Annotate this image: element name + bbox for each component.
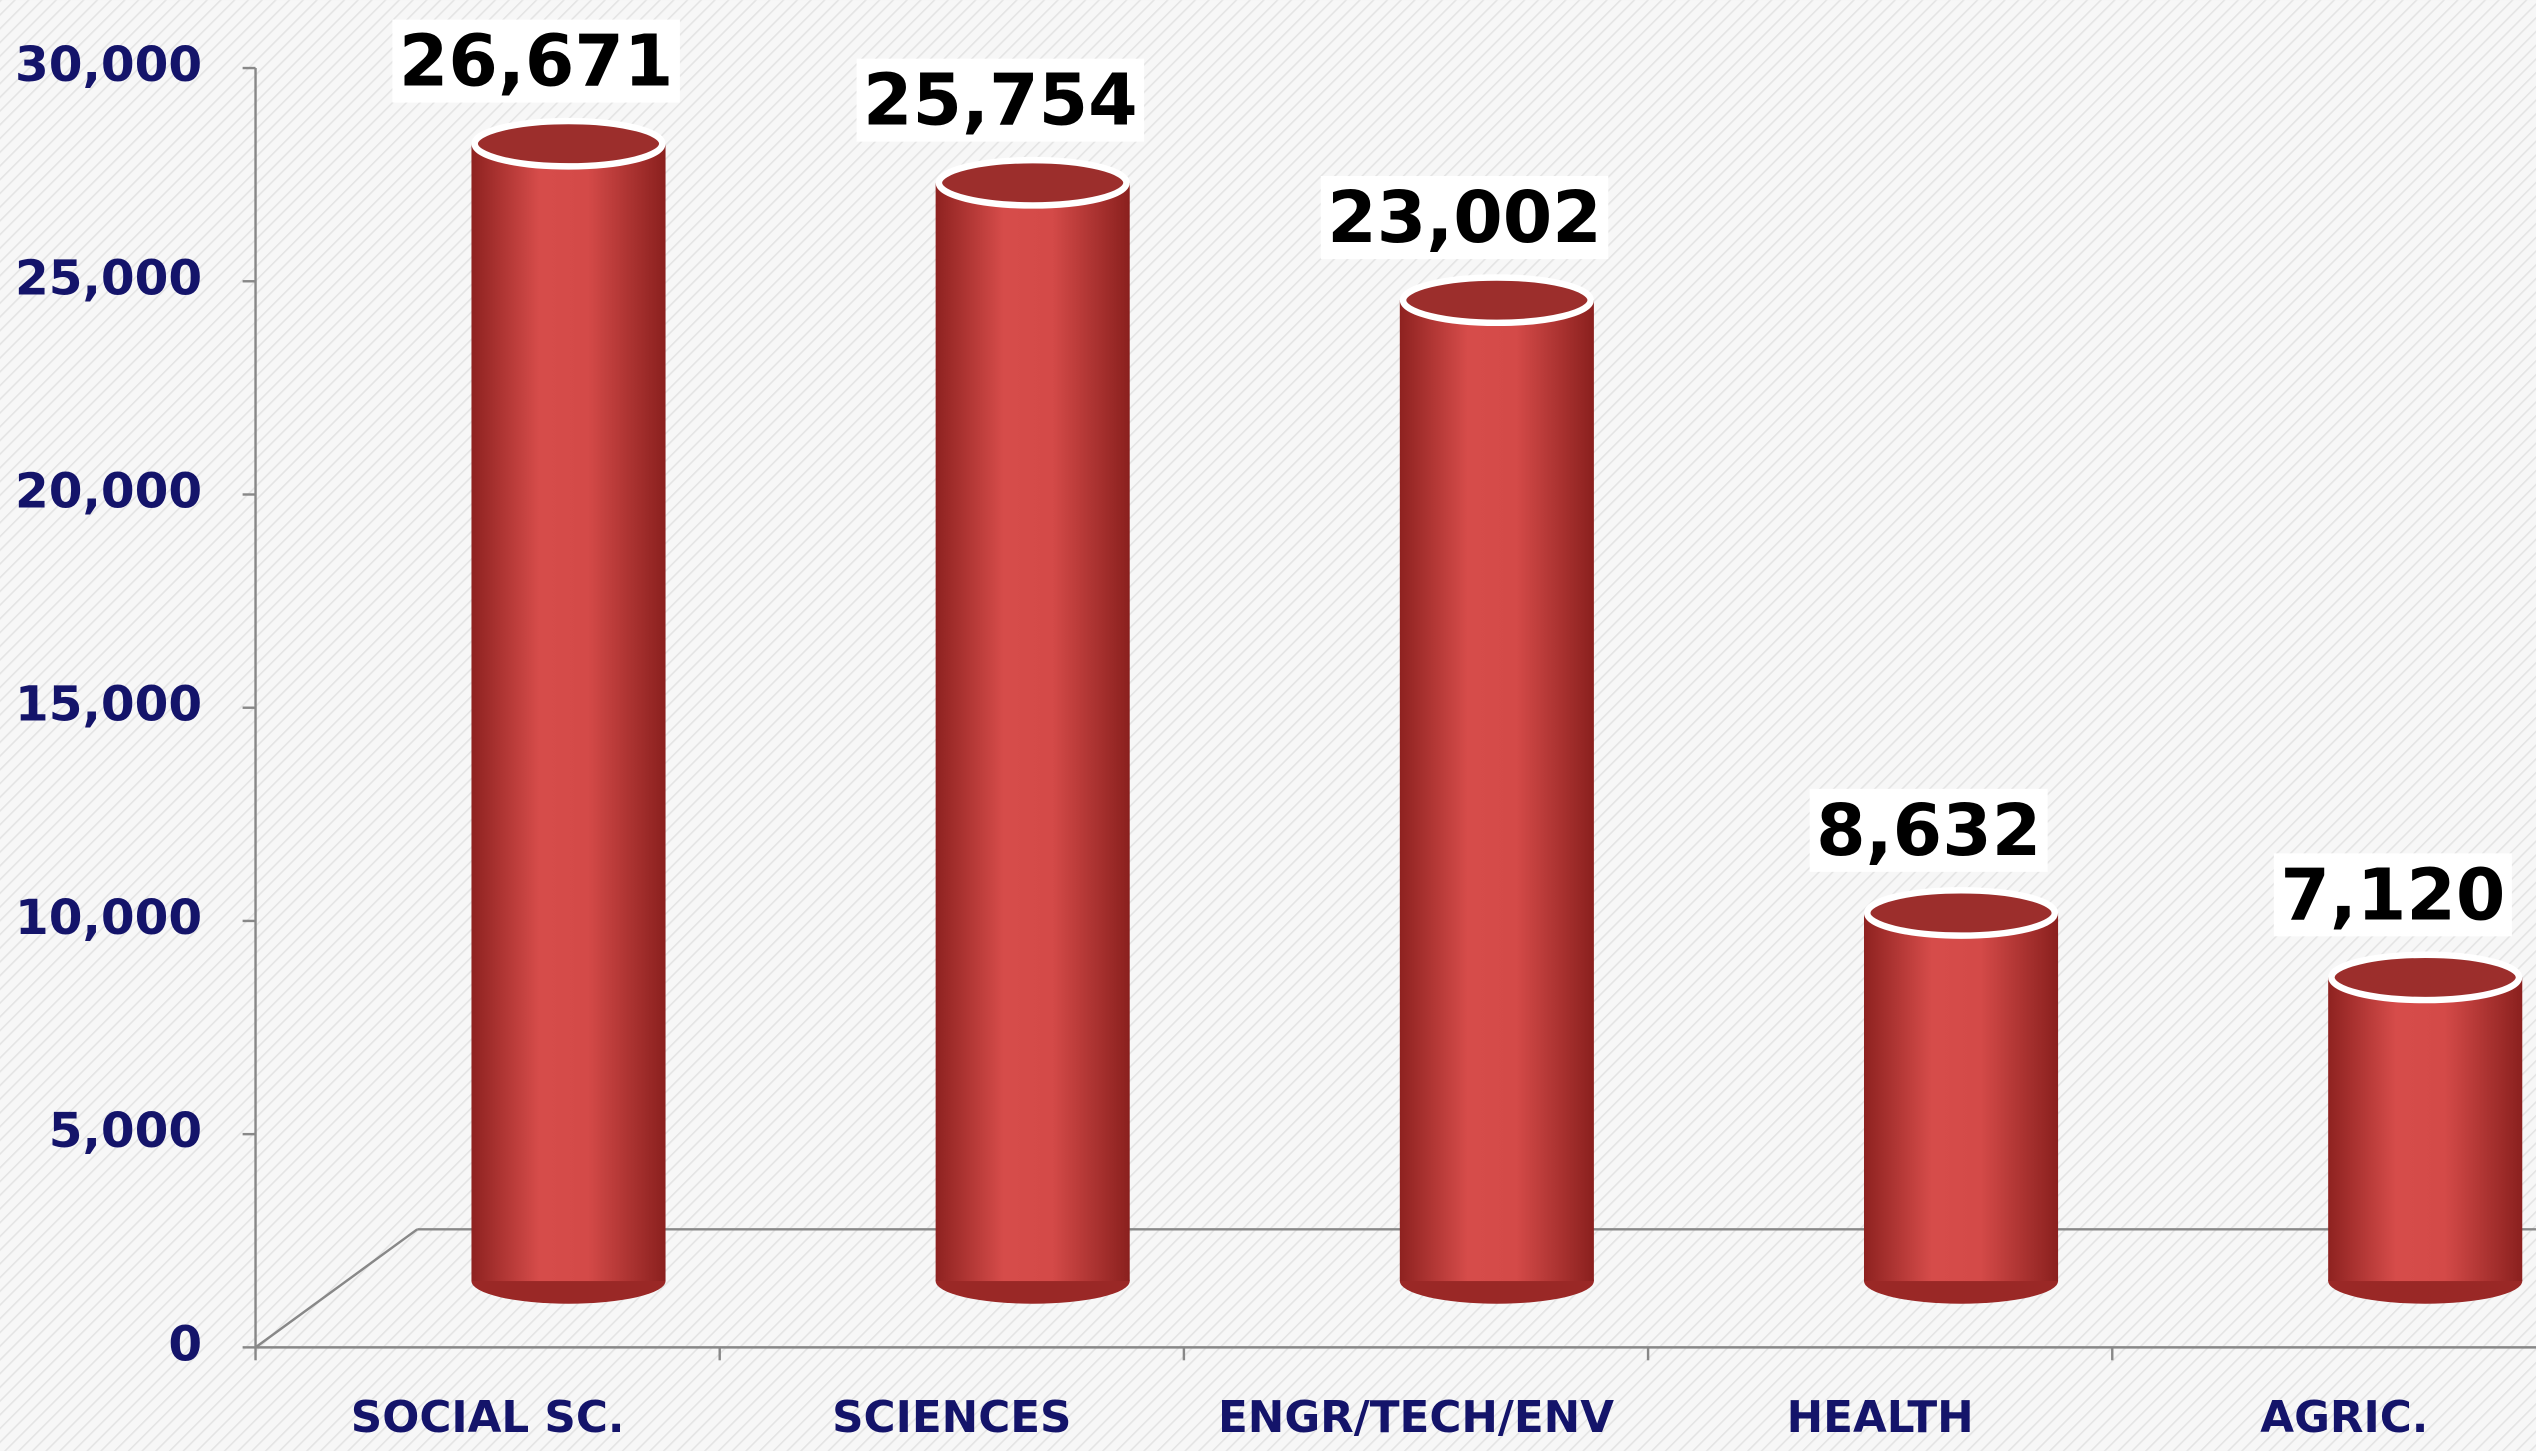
- cylinder: [1399, 274, 1594, 1304]
- value-label: 25,754: [863, 59, 1138, 142]
- cylinder-top: [471, 117, 666, 170]
- value-label-bg: [856, 58, 1145, 142]
- bar: [471, 143, 666, 1282]
- x-tick-label: HEALTH: [1787, 1392, 1974, 1443]
- bar: [1399, 300, 1594, 1282]
- x-tick-label: SCIENCES: [832, 1392, 1071, 1443]
- cylinder: [1863, 887, 2059, 1304]
- y-tick-label: 15,000: [15, 677, 202, 733]
- cylinder-top: [1399, 274, 1594, 327]
- y-tick-label: 25,000: [15, 250, 202, 306]
- bar: [1863, 912, 2059, 1282]
- cylinder: [2328, 951, 2523, 1304]
- x-tick-label: ENGR/TECH/ENV: [1218, 1392, 1614, 1443]
- cylinder: [935, 156, 1130, 1304]
- value-label-bg: [2273, 853, 2512, 937]
- value-label: 7,120: [2280, 853, 2505, 936]
- value-label-bg: [392, 19, 680, 103]
- y-tick-label: 5,000: [49, 1103, 202, 1159]
- x-tick-label: AGRIC.: [2260, 1392, 2428, 1443]
- bar: [935, 182, 1130, 1282]
- value-label: 26,671: [399, 20, 674, 103]
- value-label: 23,002: [1327, 176, 1602, 259]
- cylinder-top: [935, 156, 1130, 209]
- cylinder-top: [2328, 951, 2523, 1004]
- value-label-bg: [1809, 788, 2048, 872]
- y-tick-label: 20,000: [15, 463, 202, 519]
- y-tick-label: 0: [168, 1316, 202, 1372]
- cylinder-top: [1863, 887, 2059, 939]
- value-label: 8,632: [1816, 789, 2041, 872]
- cylinder: [471, 117, 666, 1304]
- x-tick-label: SOCIAL SC.: [351, 1392, 625, 1443]
- y-tick-label: 10,000: [15, 890, 202, 946]
- bar: [2328, 977, 2523, 1282]
- value-label-bg: [1320, 176, 1609, 260]
- y-tick-label: 30,000: [15, 37, 202, 93]
